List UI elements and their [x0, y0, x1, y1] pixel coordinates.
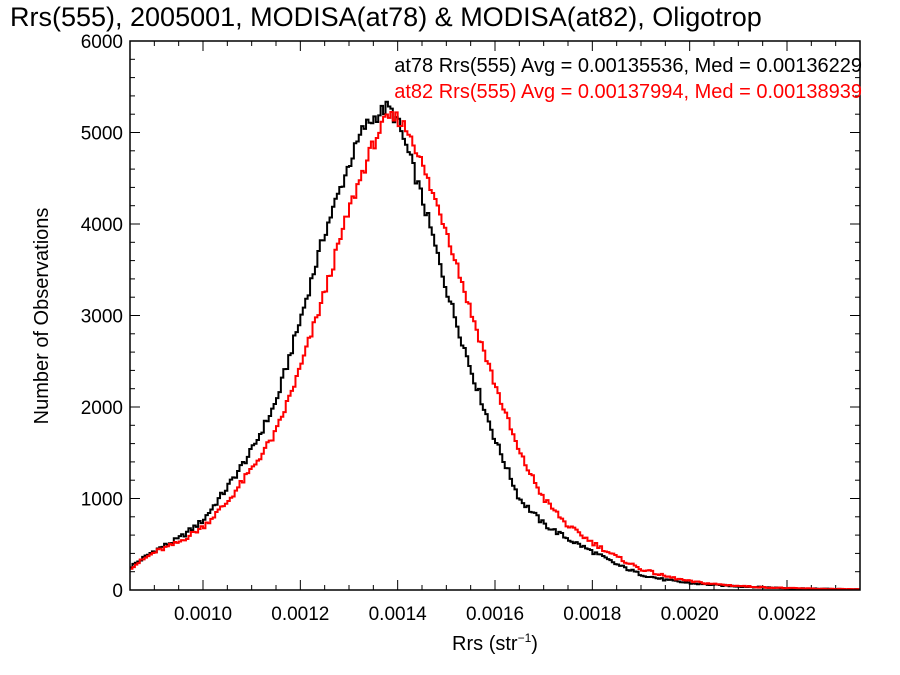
x-tick-label: 0.0010 [174, 604, 232, 625]
series-layer [130, 100, 860, 591]
chart-title: Rrs(555), 2005001, MODISA(at78) & MODISA… [10, 2, 762, 32]
x-axis-label-main: Rrs (str [452, 633, 518, 655]
series-line-at82 [130, 110, 860, 591]
x-tick-label: 0.0012 [271, 604, 329, 625]
y-tick-label: 5000 [81, 124, 123, 145]
x-axis-label-superscript: −1 [518, 631, 532, 645]
y-axis-label: Number of Observations [31, 208, 53, 425]
y-tick-label: 2000 [81, 398, 123, 419]
y-tick-label: 3000 [81, 307, 123, 328]
legend-entry-at78: at78 Rrs(555) Avg = 0.00135536, Med = 0.… [394, 55, 862, 77]
series-line-at78 [130, 100, 860, 591]
y-tick-label: 6000 [81, 32, 123, 53]
x-axis-label-close: ) [531, 633, 538, 655]
y-tick-label: 4000 [81, 215, 123, 236]
plot-frame [129, 40, 861, 591]
axis-ticks [129, 40, 861, 591]
x-tick-label: 0.0018 [563, 604, 621, 625]
tick-labels: 0.0010 0.0012 0.0014 0.0016 0.0018 0.0020 0.00… [81, 32, 816, 625]
x-axis-label: Rrs (str−1) [452, 631, 538, 655]
x-tick-label: 0.0020 [661, 604, 719, 625]
x-tick-label: 0.0022 [758, 604, 816, 625]
x-tick-label: 0.0016 [466, 604, 524, 625]
x-tick-label: 0.0014 [369, 604, 428, 625]
y-tick-label: 1000 [81, 490, 123, 511]
y-tick-label: 0 [112, 581, 123, 602]
legend-entry-at82: at82 Rrs(555) Avg = 0.00137994, Med = 0.… [394, 81, 862, 103]
